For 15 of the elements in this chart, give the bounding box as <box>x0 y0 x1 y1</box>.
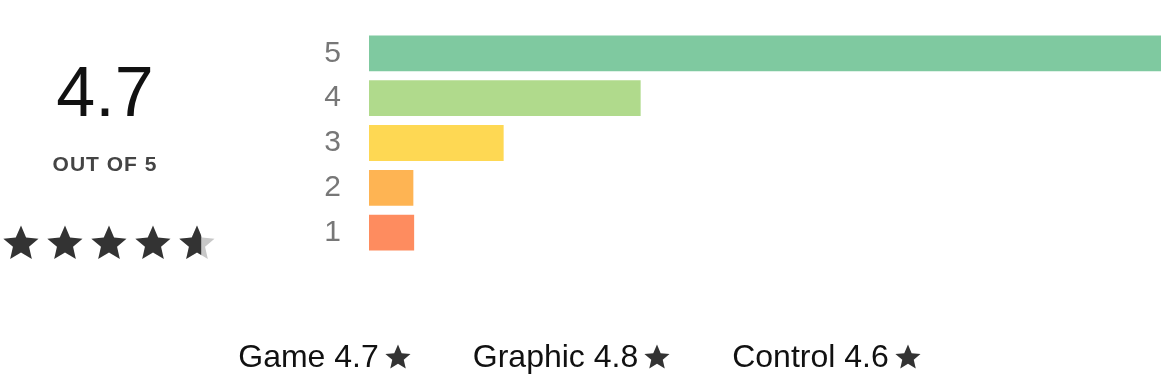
y-tick-label: 1 <box>324 213 341 247</box>
text: Control 4.6 <box>732 338 890 375</box>
text: Game 4.7 <box>238 338 380 375</box>
y-tick-label: 2 <box>324 169 341 203</box>
bar <box>369 214 415 251</box>
y-tick-label: 4 <box>324 79 341 113</box>
bar <box>369 80 641 117</box>
bar <box>369 169 414 206</box>
y-tick-label: 5 <box>324 34 341 68</box>
bar <box>369 125 504 161</box>
text: OUT OF 5 <box>51 152 159 176</box>
text: 4.7 <box>55 52 155 132</box>
y-tick-label: 3 <box>324 124 341 158</box>
text: Graphic 4.8 <box>472 338 640 375</box>
bar <box>369 35 1161 72</box>
